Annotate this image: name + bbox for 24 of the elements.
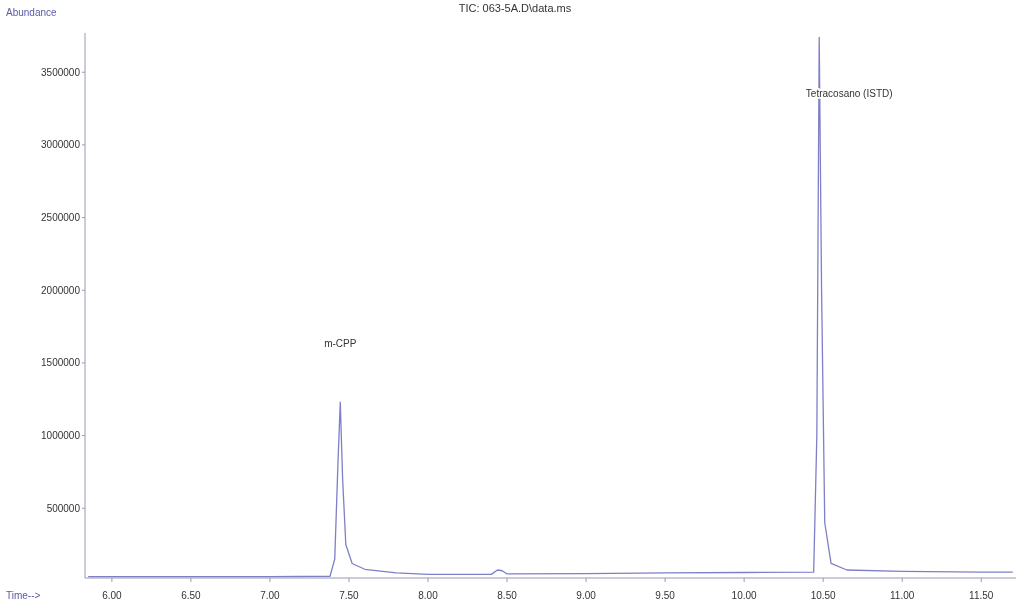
x-tick-label: 9.00 <box>576 590 597 601</box>
y-tick-label: 3500000 <box>41 66 81 78</box>
x-tick-label: 9.50 <box>655 590 676 601</box>
x-tick-label: 8.00 <box>418 590 439 601</box>
x-tick-label: 7.00 <box>260 590 281 601</box>
y-tick-label: 500000 <box>46 502 81 514</box>
x-tick-label: 10.50 <box>810 590 837 601</box>
y-tick-label: 1000000 <box>41 430 81 442</box>
x-tick-label: 10.00 <box>731 590 758 601</box>
y-tick-label: 2500000 <box>41 212 81 224</box>
x-tick-label: 7.50 <box>339 590 360 601</box>
annotation: m-CPP <box>324 338 357 350</box>
y-axis-title: Abundance <box>6 7 58 18</box>
x-axis-title: Time--> <box>6 590 41 601</box>
x-tick-label: 11.50 <box>969 590 994 601</box>
y-tick-label: 3000000 <box>41 139 81 151</box>
x-tick-label: 6.50 <box>181 590 202 601</box>
x-tick-label: 8.50 <box>497 590 518 601</box>
chart-title: TIC: 063-5A.D\data.ms <box>458 2 572 14</box>
x-tick-label: 6.00 <box>102 590 123 601</box>
line-series <box>87 36 1014 578</box>
y-tick-label: 1500000 <box>41 357 81 369</box>
x-tick-label: 11.00 <box>890 590 915 601</box>
y-tick-label: 2000000 <box>41 284 81 296</box>
